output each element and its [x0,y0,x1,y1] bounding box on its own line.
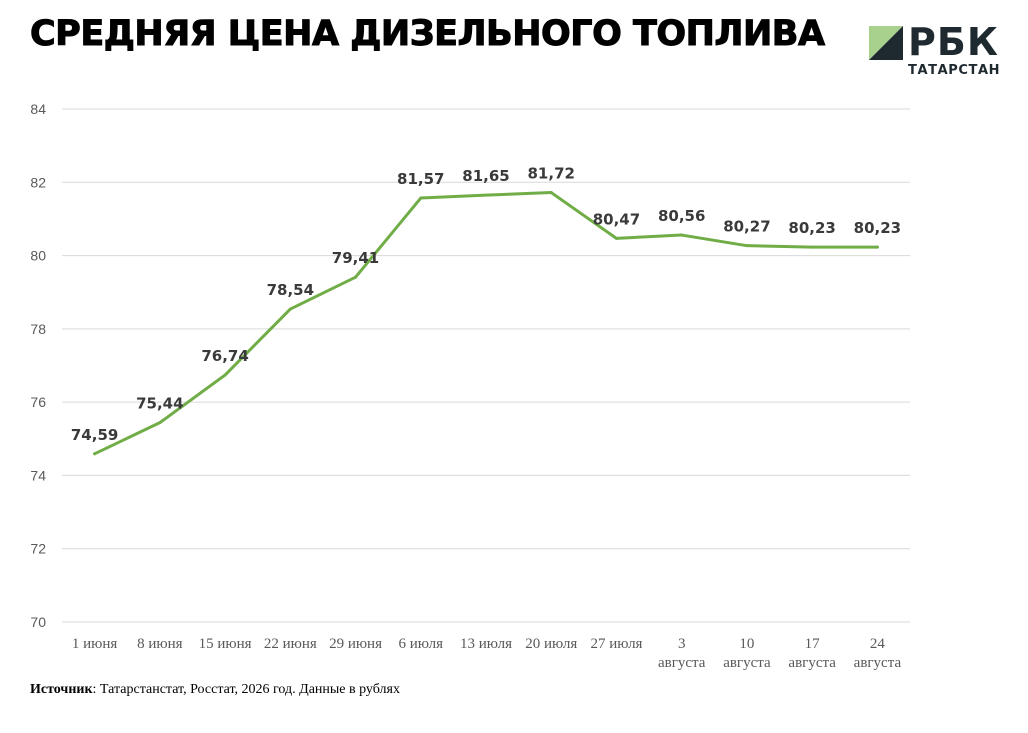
x-tick-label-line: 24 [870,636,886,652]
x-tick-label-line: 17 [805,636,821,652]
logo-text: РБК [908,20,999,64]
data-label: 80,47 [593,210,640,228]
x-tick-label: 22 июня [264,636,317,652]
y-tick-label: 82 [30,174,46,190]
y-axis-ticks: 70 72 74 76 78 80 82 84 [30,101,46,630]
y-tick-label: 76 [30,394,46,410]
data-label: 81,72 [528,165,575,183]
data-point [484,193,488,197]
x-tick-label: 20 июля [525,636,577,652]
data-point [223,373,227,377]
x-tick-label: 27 июля [590,636,642,652]
data-point [549,191,553,195]
data-point [419,196,423,200]
data-point [875,245,879,249]
x-axis-ticks: 1 июня 8 июня 15 июня 22 июня 29 июня 6 июля 1… [72,636,902,671]
rbk-logo: РБК ТАТАРСТАН [869,20,1009,84]
data-point [158,421,162,425]
gridlines [62,108,910,623]
logo-mark-icon [869,26,903,60]
x-tick-label-line: 3 [678,636,686,652]
series-line-group [93,191,879,456]
chart-title: СРЕДНЯЯ ЦЕНА ДИЗЕЛЬНОГО ТОПЛИВА [30,14,826,55]
x-tick-label: 17 августа [788,636,836,671]
data-label: 75,44 [136,395,183,413]
x-tick-label-line: августа [658,655,706,671]
x-tick-label: 6 июля [399,636,444,652]
data-point [354,275,358,279]
x-tick-label: 24 августа [854,636,902,671]
data-label: 80,27 [723,218,770,236]
data-labels: 74,59 75,44 76,74 78,54 79,41 81,57 81,65 81,72… [71,165,901,444]
x-tick-label-line: августа [854,655,902,671]
x-tick-label: 10 августа [723,636,771,671]
data-label: 74,59 [71,426,118,444]
y-tick-label: 84 [30,101,46,117]
y-tick-label: 72 [30,541,46,557]
data-point [810,245,814,249]
data-point [288,307,292,311]
x-tick-label-line: августа [723,655,771,671]
data-label: 80,23 [788,219,835,237]
x-tick-label: 3 августа [658,636,706,671]
data-point [680,233,684,237]
x-tick-label: 15 июня [199,636,252,652]
data-label: 81,57 [397,170,444,188]
source-label: Источник [30,682,93,697]
x-tick-label: 29 июня [329,636,382,652]
data-label: 76,74 [201,347,248,365]
data-label: 80,23 [854,219,901,237]
y-tick-label: 74 [30,467,46,483]
x-tick-label: 1 июня [72,636,118,652]
data-point [614,236,618,240]
x-tick-label: 8 июня [137,636,183,652]
data-label: 81,65 [462,167,509,185]
y-tick-label: 80 [30,248,46,264]
logo-subtitle: ТАТАРСТАН [908,63,1001,78]
x-tick-label-line: 10 [739,636,754,652]
source-text: : Татарстанстат, Росстат, 2026 год. Данн… [92,682,400,697]
x-tick-label: 13 июля [460,636,512,652]
source-note: Источник: Татарстанстат, Росстат, 2026 г… [30,682,400,698]
y-tick-label: 70 [30,614,46,630]
data-point [745,244,749,248]
data-point [93,452,97,456]
y-tick-label: 78 [30,321,46,337]
data-label: 78,54 [267,281,314,299]
data-label: 80,56 [658,207,705,225]
data-label: 79,41 [332,249,379,267]
x-tick-label-line: августа [788,655,836,671]
